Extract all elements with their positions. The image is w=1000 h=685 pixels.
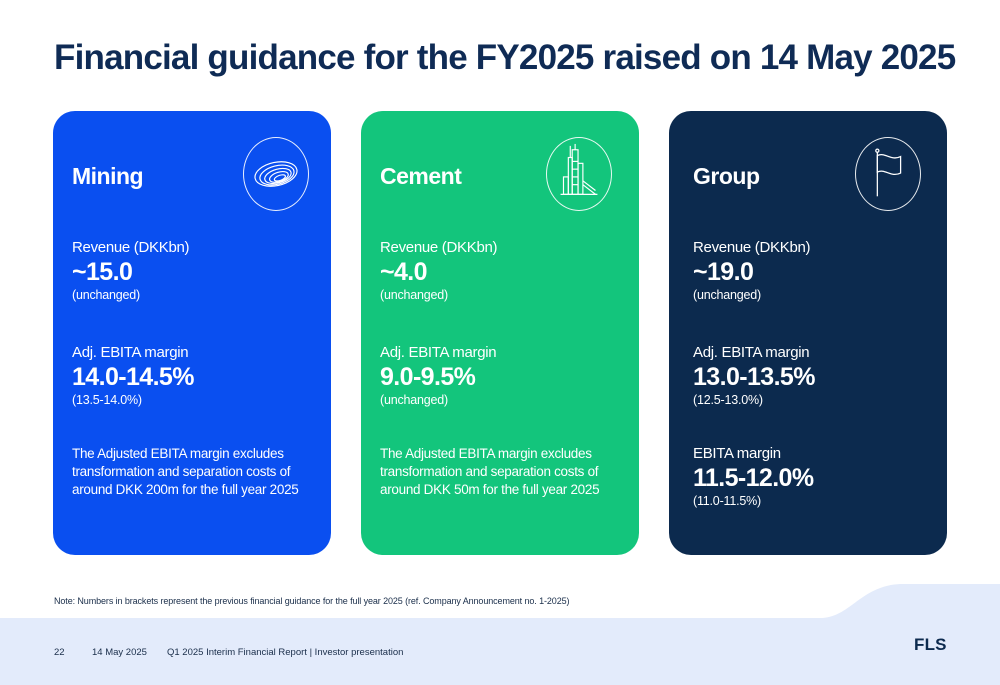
mining-revenue-value: ~15.0 [72, 258, 133, 286]
footer-report-title: Q1 2025 Interim Financial Report | Inves… [167, 647, 404, 658]
mining-swirl-icon [243, 137, 309, 211]
cement-revenue-label: Revenue (DKKbn) [380, 239, 498, 256]
group-margin-previous: (12.5-13.0%) [693, 393, 763, 407]
cement-plant-icon [546, 137, 612, 211]
mining-margin-label: Adj. EBITA margin [72, 344, 189, 361]
group-ebita-value: 11.5-12.0% [693, 464, 814, 492]
group-revenue-block: Revenue (DKKbn) ~19.0 (unchanged) [693, 239, 943, 302]
group-ebita-block: EBITA margin 11.5-12.0% (11.0-11.5%) [693, 445, 943, 508]
group-ebita-previous: (11.0-11.5%) [693, 494, 762, 508]
group-margin-block: Adj. EBITA margin 13.0-13.5% (12.5-13.0%… [693, 344, 943, 407]
group-revenue-previous: (unchanged) [693, 288, 761, 302]
footer-date: 14 May 2025 [92, 647, 147, 658]
mining-card: Mining Revenue (DKKbn) ~15.0 (unchanged)… [53, 111, 331, 555]
group-revenue-value: ~19.0 [693, 258, 754, 286]
footer-band [0, 580, 1000, 685]
flag-icon [855, 137, 921, 211]
page-number: 22 [54, 647, 65, 658]
cement-revenue-previous: (unchanged) [380, 288, 448, 302]
cement-revenue-block: Revenue (DKKbn) ~4.0 (unchanged) [380, 239, 630, 302]
cement-card: Cement Revenue (DKKbn) ~4.0 (unchanged) … [361, 111, 639, 555]
cement-margin-block: Adj. EBITA margin 9.0-9.5% (unchanged) [380, 344, 630, 407]
mining-revenue-previous: (unchanged) [72, 288, 140, 302]
cement-margin-label: Adj. EBITA margin [380, 344, 497, 361]
mining-margin-previous: (13.5-14.0%) [72, 393, 142, 407]
mining-revenue-label: Revenue (DKKbn) [72, 239, 190, 256]
mining-margin-block: Adj. EBITA margin 14.0-14.5% (13.5-14.0%… [72, 344, 322, 407]
footnote: Note: Numbers in brackets represent the … [54, 596, 570, 606]
mining-note: The Adjusted EBITA margin excludes trans… [72, 446, 299, 497]
cement-card-title: Cement [380, 163, 462, 189]
mining-note-block: The Adjusted EBITA margin excludes trans… [72, 445, 322, 499]
group-card-title: Group [693, 163, 760, 189]
cement-note-block: The Adjusted EBITA margin excludes trans… [380, 445, 630, 499]
fls-logo: FLS [914, 635, 947, 654]
cement-margin-value: 9.0-9.5% [380, 363, 476, 391]
group-margin-value: 13.0-13.5% [693, 363, 815, 391]
cement-revenue-value: ~4.0 [380, 258, 428, 286]
group-ebita-label: EBITA margin [693, 445, 781, 462]
group-card: Group Revenue (DKKbn) ~19.0 (unchanged) … [669, 111, 947, 555]
mining-card-title: Mining [72, 163, 144, 189]
group-revenue-label: Revenue (DKKbn) [693, 239, 811, 256]
cement-note: The Adjusted EBITA margin excludes trans… [380, 446, 600, 497]
group-margin-label: Adj. EBITA margin [693, 344, 810, 361]
page-title: Financial guidance for the FY2025 raised… [54, 38, 956, 77]
cement-margin-previous: (unchanged) [380, 393, 448, 407]
mining-revenue-block: Revenue (DKKbn) ~15.0 (unchanged) [72, 239, 322, 302]
mining-margin-value: 14.0-14.5% [72, 363, 194, 391]
